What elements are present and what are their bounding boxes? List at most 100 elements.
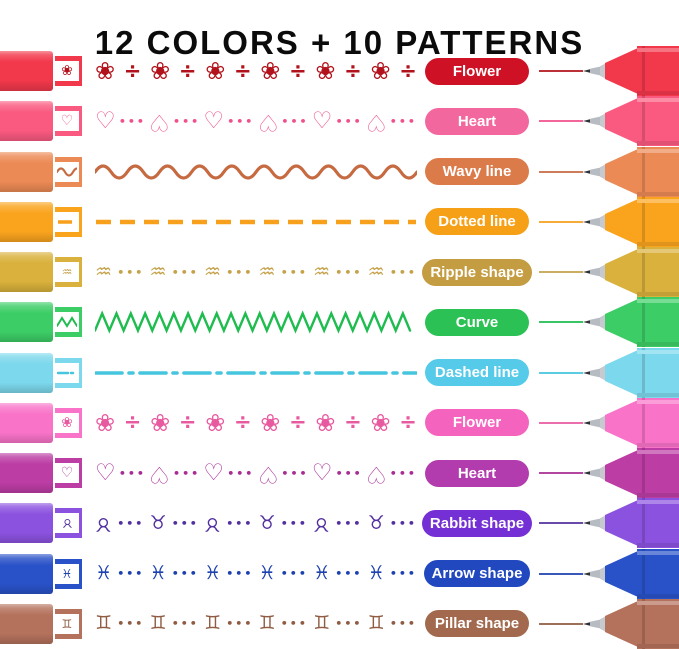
pen-row: ♡ ♡ ••• ♡ ••• ♡ ••• ♡ ••• ♡ ••• ♡ ••• Heart [0, 96, 679, 147]
ripple-stamp-icon: ••• [280, 265, 308, 279]
pen-cap-end: ❀ [0, 402, 85, 443]
flower-stamp-icon: ÷ [233, 410, 252, 435]
pen-cap-barrel [0, 51, 53, 92]
ripple-stamp-icon: ♒ [258, 260, 276, 283]
heart-stamp-icon: ♡ [60, 113, 74, 130]
pen-cap-barrel [0, 603, 53, 644]
heart-stamp-icon: ••• [227, 114, 255, 128]
heart-stamp-icon: ••• [173, 114, 201, 128]
arrow-stamp-icon: ♓ [95, 562, 113, 585]
pattern-stamp-window: ♓ [55, 558, 82, 589]
pen-cap-end [0, 352, 85, 393]
ripple-stamp-icon: ••• [171, 265, 199, 279]
badge-zone: Heart [417, 107, 537, 135]
ripple-pattern-glyphs: ♒ ••• ♒ ••• ♒ ••• ♒ ••• ♒ ••• ♒ ••• [95, 260, 417, 283]
badge-zone: Flower [417, 409, 537, 437]
pillar-pattern-glyphs: ♊ ••• ♊ ••• ♊ ••• ♊ ••• ♊ ••• ♊ ••• [95, 614, 417, 633]
pen-cap-barrel [0, 352, 53, 393]
pen-cap-barrel [0, 101, 53, 142]
flower-stamp-icon: ❀ [205, 57, 226, 86]
pattern-sample: ♊ ••• ♊ ••• ♊ ••• ♊ ••• ♊ ••• ♊ ••• [95, 599, 417, 649]
rabbit-pattern-glyphs: ♉ ••• ♉ ••• ♉ ••• ♉ ••• ♉ ••• ♉ ••• [95, 511, 417, 535]
pattern-name-badge: Heart [425, 107, 529, 135]
badge-zone: Pillar shape [417, 610, 537, 638]
pattern-name-badge: Ripple shape [422, 258, 532, 286]
heart-stamp-icon: ♡ [365, 460, 387, 487]
pattern-stamp-window: ♒ [55, 257, 82, 288]
flower-stamp-icon: ÷ [344, 410, 362, 435]
flower-stamp-icon: ÷ [123, 58, 142, 83]
ripple-stamp-icon: ♒ [95, 260, 113, 283]
pillar-stamp-icon: ♊ [367, 612, 385, 635]
heart-stamp-icon: ••• [118, 466, 146, 480]
pen-tip-zone [537, 146, 679, 197]
rabbit-stamp-icon: ••• [335, 516, 363, 530]
pen-tip-zone [537, 247, 679, 298]
badge-zone: Dashed line [417, 359, 537, 387]
flower-stamp-icon: ❀ [315, 57, 336, 86]
pen-row: ♒ ♒ ••• ♒ ••• ♒ ••• ♒ ••• ♒ ••• ♒ ••• Ripple shape [0, 247, 679, 298]
pattern-stamp-window: ❀ [55, 407, 82, 438]
rabbit-stamp-icon: ••• [280, 516, 308, 530]
ripple-stamp-icon: ♒ [313, 260, 331, 283]
pillar-stamp-icon: ••• [389, 617, 417, 631]
ripple-stamp-icon: ♒ [367, 260, 385, 283]
rabbit-stamp-icon: ••• [226, 516, 254, 530]
ripple-stamp-icon: ••• [117, 265, 145, 279]
page-title: 12 COLORS + 10 PATTERNS [94, 24, 585, 62]
pen-cap-end: ♉ [0, 503, 85, 544]
pen-tip [539, 548, 679, 599]
badge-zone: Arrow shape [417, 560, 537, 588]
pen-tip [539, 598, 679, 649]
ripple-stamp-icon: ♒ [204, 260, 222, 283]
pen-row: Curve [0, 297, 679, 348]
rabbit-stamp-icon: ♉ [258, 511, 276, 534]
pen-cap-end: ♓ [0, 553, 85, 594]
pattern-stamp-window: ❀ [55, 56, 82, 87]
heart-stamp-icon: ♡ [257, 108, 279, 135]
pen-cap-barrel [0, 252, 53, 293]
pillar-stamp-icon: ••• [226, 617, 254, 631]
rabbit-stamp-icon: ♉ [204, 512, 222, 535]
flower-stamp-icon: ❀ [370, 57, 391, 86]
pattern-name-badge: Flower [425, 57, 529, 85]
heart-stamp-icon: ♡ [149, 460, 170, 487]
pattern-stamp-window: ♊ [55, 608, 82, 639]
rabbit-stamp-icon: ♉ [61, 516, 73, 531]
pillar-stamp-icon: ♊ [61, 616, 73, 631]
arrow-stamp-icon: ••• [389, 567, 417, 581]
ripple-stamp-icon: ••• [389, 265, 417, 279]
arrow-stamp-icon: ••• [226, 567, 254, 581]
arrow-stamp-icon: ♓ [313, 562, 331, 585]
pen-tip-zone [537, 598, 679, 649]
arrow-pattern-glyphs: ♓ ••• ♓ ••• ♓ ••• ♓ ••• ♓ ••• ♓ ••• [95, 564, 417, 583]
pen-tip [539, 297, 679, 348]
pen-tip-zone [537, 448, 679, 499]
heart-stamp-icon: ••• [118, 114, 146, 128]
pen-tip [539, 46, 679, 97]
badge-zone: Curve [417, 308, 537, 336]
heart-pattern-glyphs: ♡ ••• ♡ ••• ♡ ••• ♡ ••• ♡ ••• ♡ ••• [95, 108, 417, 135]
rabbit-stamp-icon: ♉ [149, 511, 167, 534]
flower-stamp-icon: ❀ [260, 408, 281, 437]
rabbit-stamp-icon: ••• [171, 516, 199, 530]
pen-tip-zone [537, 548, 679, 599]
heart-stamp-icon: ♡ [149, 108, 170, 135]
pen-row: Dotted line [0, 196, 679, 247]
flower-stamp-icon: ÷ [289, 58, 307, 83]
pen-rows: ❀ ❀ ÷ ❀ ÷ ❀ ÷ ❀ ÷ ❀ ÷ ❀ ÷ Flower ♡ ♡ ••• ♡ ••• ♡ ••• ♡ •••… [0, 46, 679, 649]
flower-stamp-icon: ÷ [399, 58, 417, 83]
ripple-stamp-icon: ••• [226, 265, 254, 279]
pattern-sample [95, 348, 417, 398]
flower-stamp-icon: ❀ [205, 408, 226, 437]
flower-pattern-glyphs: ❀ ÷ ❀ ÷ ❀ ÷ ❀ ÷ ❀ ÷ ❀ ÷ [95, 59, 417, 83]
pattern-name-badge: Curve [425, 308, 529, 336]
pen-tip [539, 146, 679, 197]
pen-cap-barrel [0, 302, 53, 343]
pen-tip [539, 397, 679, 448]
pattern-stamp-window [55, 307, 82, 338]
arrow-stamp-icon: ••• [280, 567, 308, 581]
heart-stamp-icon: ••• [389, 114, 417, 128]
heart-stamp-icon: ♡ [203, 459, 224, 486]
badge-zone: Heart [417, 459, 537, 487]
